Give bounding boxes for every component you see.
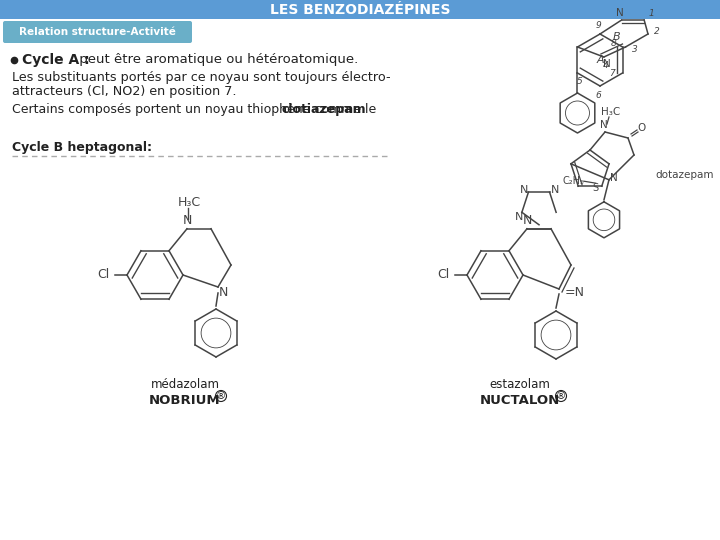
Text: N: N xyxy=(521,185,528,195)
Text: 2: 2 xyxy=(654,26,660,36)
Text: H₃C: H₃C xyxy=(601,107,621,117)
Text: Certains composés portent un noyau thiophène comme le: Certains composés portent un noyau thiop… xyxy=(12,104,380,117)
Text: 1: 1 xyxy=(648,9,654,17)
Text: =N: =N xyxy=(565,287,585,300)
Text: Cycle B heptagonal:: Cycle B heptagonal: xyxy=(12,140,152,153)
Text: C₂H₅: C₂H₅ xyxy=(563,176,585,186)
Text: 5: 5 xyxy=(577,78,582,86)
Text: S: S xyxy=(593,183,599,193)
Text: 8: 8 xyxy=(611,39,616,49)
Text: NUCTALON: NUCTALON xyxy=(480,394,560,407)
Text: peut être aromatique ou hétéroatomique.: peut être aromatique ou hétéroatomique. xyxy=(75,53,359,66)
Text: Cycle A :: Cycle A : xyxy=(22,53,89,67)
Text: N: N xyxy=(515,212,523,222)
Text: N: N xyxy=(600,120,608,130)
FancyBboxPatch shape xyxy=(3,21,192,43)
Text: H₃C: H₃C xyxy=(177,196,201,210)
Text: Relation structure-Activité: Relation structure-Activité xyxy=(19,27,176,37)
Text: N: N xyxy=(218,287,228,300)
Text: médazolam: médazolam xyxy=(150,379,220,392)
Text: N: N xyxy=(550,185,559,195)
Text: dotazepam: dotazepam xyxy=(655,170,714,180)
Text: A: A xyxy=(596,55,604,65)
Text: 6: 6 xyxy=(595,91,601,99)
Text: attracteurs (Cl, NO2) en position 7.: attracteurs (Cl, NO2) en position 7. xyxy=(12,85,236,98)
Text: N: N xyxy=(610,173,618,183)
Text: 3: 3 xyxy=(631,45,637,55)
Text: estazolam: estazolam xyxy=(490,379,550,392)
Text: 9: 9 xyxy=(595,21,601,30)
Text: N: N xyxy=(522,214,531,227)
Text: N: N xyxy=(182,214,192,227)
Text: LES BENZODIAZÉPINES: LES BENZODIAZÉPINES xyxy=(270,3,450,17)
Text: clotiazepam: clotiazepam xyxy=(282,104,366,117)
Text: O: O xyxy=(637,123,645,133)
Text: 7: 7 xyxy=(610,69,616,78)
Text: 4: 4 xyxy=(603,62,608,71)
Text: Cl: Cl xyxy=(437,268,449,281)
Text: ®: ® xyxy=(556,391,566,401)
Text: N: N xyxy=(603,59,611,69)
Text: ®: ® xyxy=(216,391,226,401)
Text: B: B xyxy=(613,32,621,42)
Text: Les substituants portés par ce noyau sont toujours électro-: Les substituants portés par ce noyau son… xyxy=(12,71,391,84)
FancyBboxPatch shape xyxy=(0,0,720,19)
Text: N: N xyxy=(616,8,624,18)
Text: Cl: Cl xyxy=(96,268,109,281)
Text: NOBRIUM: NOBRIUM xyxy=(149,394,221,407)
